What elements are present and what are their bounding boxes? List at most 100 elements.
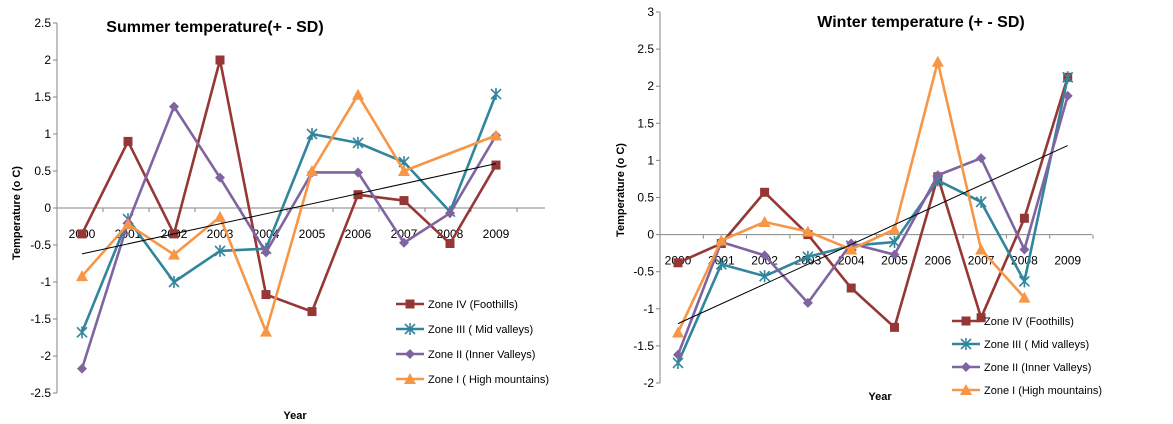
y-tick-label: -1.5 [30,312,51,326]
y-tick-label: -2.5 [30,386,51,400]
legend-item: Zone IV (Foothills) [952,316,1074,328]
data-point [490,129,502,141]
legend-marker [960,384,972,395]
data-point [802,297,813,308]
series-3 [673,90,1073,360]
legend-marker [961,362,971,372]
data-point [673,258,683,268]
series-4 [76,88,502,337]
legend-marker [961,316,971,326]
legend: Zone IV (Foothills) Zone III ( Mid valley… [952,316,1102,397]
data-point [214,244,226,257]
x-tick-label: 2006 [924,254,951,268]
y-tick-label: 1.5 [637,116,654,130]
data-point [932,170,943,181]
data-point [399,196,409,206]
x-tick-label: 2009 [1054,254,1081,268]
data-point [976,153,987,164]
data-point [1019,244,1030,255]
y-tick-label: 0.5 [34,164,51,178]
legend-item: Zone II (Inner Valleys) [396,349,535,361]
x-tick-label: 2005 [881,254,908,268]
data-point [168,248,180,260]
legend-item: Zone I ( High mountains) [396,373,549,386]
data-point [490,88,502,101]
data-point [758,215,771,227]
y-tick-label: 0 [44,201,51,215]
legend-label: Zone I ( High mountains) [428,374,549,386]
series-line [80,58,498,313]
y-axis-label: Temperature (o C) [615,143,627,237]
data-point [352,88,364,100]
x-tick-label: 2004 [838,254,865,268]
data-point [261,247,271,258]
data-point [260,325,272,337]
legend: Zone IV (Foothills) Zone III ( Mid valley… [396,299,549,386]
data-point [123,136,133,146]
data-point [976,313,986,323]
legend-label: Zone III ( Mid valleys) [984,339,1089,351]
legend-marker [960,338,972,350]
data-point [890,322,899,332]
data-point [759,270,771,283]
data-point [214,210,226,222]
y-tick-label: 1.5 [34,90,51,104]
y-tick-label: 1 [44,127,51,141]
legend-marker [405,349,415,359]
legend-item: Zone III ( Mid valleys) [396,323,533,336]
data-point [261,290,271,300]
legend-label: Zone II (Inner Valleys) [984,362,1091,374]
data-point [975,195,987,208]
y-tick-label: 2 [44,53,51,67]
y-tick-label: -1.5 [633,339,654,353]
y-tick-label: -2 [40,349,51,363]
x-tick-label: 2008 [1011,254,1038,268]
data-point [445,239,455,249]
data-point [491,160,501,170]
y-tick-label: -1 [643,302,654,316]
data-point [352,136,364,149]
chart-title: Winter temperature (+ - SD) [817,14,1024,31]
data-point [399,237,409,248]
legend-item: Zone II (Inner Valleys) [952,362,1091,374]
y-tick-label: 1 [647,153,654,167]
data-point [975,243,988,255]
data-point [353,167,363,178]
series-line [677,76,1069,329]
y-tick-label: 3 [647,5,654,19]
summer-chart-svg: Summer temperature(+ - SD) 2.5 2 1.5 1 0.5 0 -0… [11,16,549,422]
y-tick-label: 0.5 [637,191,654,205]
data-point [76,326,88,339]
data-point [845,243,858,255]
series-4 [672,55,1031,338]
data-point [1062,90,1073,101]
data-point [307,307,317,317]
data-point [672,326,684,338]
y-tick-label: -2 [643,376,654,390]
summer-temperature-chart: Summer temperature(+ - SD) 2.5 2 1.5 1 0.5 0 -0… [11,16,549,422]
data-point [445,208,455,219]
x-axis-label: Year [868,391,892,403]
data-point [1062,71,1074,84]
legend-item: Zone IV (Foothills) [396,299,518,311]
data-point [889,249,900,260]
y-tick-label: -0.5 [30,238,51,252]
data-point [306,128,318,140]
data-point [801,225,814,237]
data-point [802,250,814,263]
data-point [168,276,180,288]
series-line [80,93,498,333]
data-point [398,165,410,176]
trendline [81,163,497,255]
y-tick-label: 2 [647,79,654,93]
data-point [77,229,87,239]
legend-marker [404,373,416,384]
data-point [846,283,856,293]
data-point [888,223,901,235]
winter-temperature-chart: Winter temperature (+ - SD) 3 2.5 2 1.5 1 0.5 0… [590,0,1173,424]
x-tick-label: 2005 [299,227,326,241]
legend-label: Zone I (High mountains) [984,385,1102,397]
y-axis-label: Temperature (o C) [11,166,23,260]
data-point [760,187,770,197]
data-point [215,172,225,183]
